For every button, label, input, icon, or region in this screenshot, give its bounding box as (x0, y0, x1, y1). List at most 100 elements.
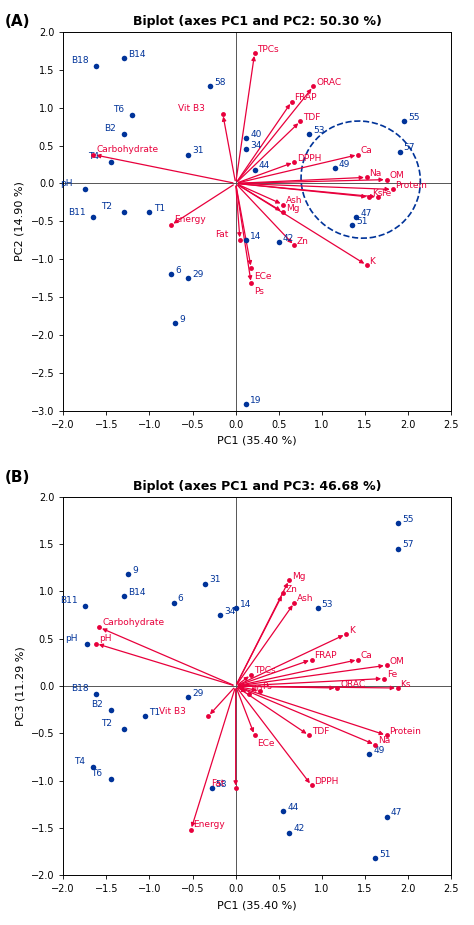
Text: OM: OM (389, 657, 404, 666)
Text: B2: B2 (91, 700, 103, 709)
Text: T4: T4 (89, 153, 100, 161)
Text: DPPH: DPPH (314, 777, 339, 786)
X-axis label: PC1 (35.40 %): PC1 (35.40 %) (218, 435, 297, 445)
Text: 47: 47 (391, 808, 402, 818)
Text: FRAP: FRAP (294, 93, 317, 103)
Text: Na: Na (378, 736, 391, 746)
Text: Fe: Fe (387, 670, 397, 679)
Text: 14: 14 (250, 232, 262, 241)
Text: 31: 31 (210, 575, 221, 585)
Text: B14: B14 (128, 587, 145, 597)
Text: 55: 55 (402, 515, 413, 524)
Text: TDF: TDF (303, 113, 320, 122)
Text: T1: T1 (149, 708, 160, 717)
Text: 34: 34 (250, 141, 262, 150)
Text: Mg: Mg (292, 572, 305, 581)
Text: B18: B18 (71, 684, 89, 693)
Text: 14: 14 (240, 600, 251, 609)
Text: pH: pH (60, 179, 72, 188)
Text: 42: 42 (293, 824, 305, 833)
Text: B11: B11 (68, 208, 86, 216)
Text: Energy: Energy (193, 820, 225, 829)
Text: T6: T6 (113, 105, 124, 115)
Text: (B): (B) (5, 470, 30, 485)
Text: Fat: Fat (210, 779, 224, 787)
Text: 58: 58 (216, 780, 227, 789)
Text: 29: 29 (192, 689, 204, 698)
Text: B2: B2 (104, 124, 116, 133)
Text: TPCs: TPCs (257, 44, 279, 54)
Y-axis label: PC3 (11.29 %): PC3 (11.29 %) (15, 647, 25, 726)
Text: 51: 51 (356, 216, 368, 226)
Text: 19: 19 (250, 396, 262, 405)
Title: Biplot (axes PC1 and PC2: 50.30 %): Biplot (axes PC1 and PC2: 50.30 %) (133, 15, 382, 28)
Text: ECe: ECe (257, 739, 275, 748)
Text: OM: OM (389, 171, 404, 180)
Text: ORAC: ORAC (316, 78, 341, 87)
Text: Protein: Protein (389, 727, 421, 736)
Text: 34: 34 (224, 607, 236, 616)
Text: Ash: Ash (297, 595, 314, 603)
Text: 29: 29 (192, 270, 204, 278)
Text: Ks: Ks (372, 189, 383, 198)
Text: DPPH: DPPH (297, 154, 321, 163)
Text: B11: B11 (60, 596, 77, 605)
Text: 57: 57 (402, 540, 413, 549)
Text: 55: 55 (408, 113, 419, 122)
Text: 49: 49 (374, 746, 385, 755)
Text: 6: 6 (178, 595, 183, 603)
Text: pH: pH (99, 634, 111, 643)
Text: B14: B14 (128, 50, 145, 59)
Text: 6: 6 (175, 265, 181, 275)
Text: 58: 58 (214, 78, 226, 87)
Text: Ps: Ps (254, 288, 264, 296)
Text: Ks: Ks (401, 680, 411, 688)
Text: T1: T1 (154, 204, 165, 213)
Text: ORAC: ORAC (340, 680, 365, 688)
Text: K: K (370, 257, 375, 265)
Text: Zn: Zn (286, 585, 298, 594)
Text: T6: T6 (91, 769, 102, 778)
Text: 57: 57 (404, 143, 415, 153)
Text: T4: T4 (74, 757, 85, 766)
Text: 9: 9 (132, 566, 138, 575)
Text: Na: Na (370, 169, 382, 178)
Text: Energy: Energy (174, 216, 206, 224)
Text: B18: B18 (71, 56, 89, 66)
Text: Ca: Ca (361, 146, 373, 155)
Text: 40: 40 (251, 685, 263, 695)
Text: 53: 53 (313, 126, 325, 135)
Text: 53: 53 (322, 600, 333, 609)
Text: 49: 49 (339, 160, 350, 169)
Text: Carbohydrate: Carbohydrate (96, 145, 158, 154)
Text: 51: 51 (380, 850, 391, 859)
Title: Biplot (axes PC1 and PC3: 46.68 %): Biplot (axes PC1 and PC3: 46.68 %) (133, 480, 382, 493)
Text: 42: 42 (283, 234, 294, 243)
Text: FRAP: FRAP (314, 651, 337, 660)
Text: Ash: Ash (286, 196, 302, 205)
Text: ECe: ECe (254, 272, 272, 281)
Text: Carbohydrate: Carbohydrate (102, 618, 164, 626)
Text: T2: T2 (101, 203, 112, 212)
Text: K: K (349, 625, 355, 635)
Text: 31: 31 (192, 146, 204, 155)
Text: 40: 40 (250, 130, 262, 139)
Text: Vit B3: Vit B3 (178, 104, 205, 113)
Text: Zn: Zn (297, 237, 309, 246)
Text: Protein: Protein (395, 181, 427, 190)
Text: pH: pH (65, 634, 78, 643)
Text: 44: 44 (287, 803, 299, 811)
Text: Vit B3: Vit B3 (159, 707, 186, 716)
X-axis label: PC1 (35.40 %): PC1 (35.40 %) (218, 900, 297, 910)
Text: T2: T2 (101, 719, 112, 728)
Text: Fat: Fat (215, 230, 228, 240)
Text: TDF: TDF (312, 727, 329, 736)
Y-axis label: PC2 (14.90 %): PC2 (14.90 %) (15, 181, 25, 261)
Text: 44: 44 (259, 161, 270, 170)
Text: Mg: Mg (286, 204, 300, 213)
Text: 47: 47 (361, 209, 372, 218)
Text: TPCs: TPCs (254, 666, 275, 675)
Text: 9: 9 (180, 315, 185, 324)
Text: Ca: Ca (361, 651, 373, 660)
Text: Fe: Fe (381, 189, 391, 198)
